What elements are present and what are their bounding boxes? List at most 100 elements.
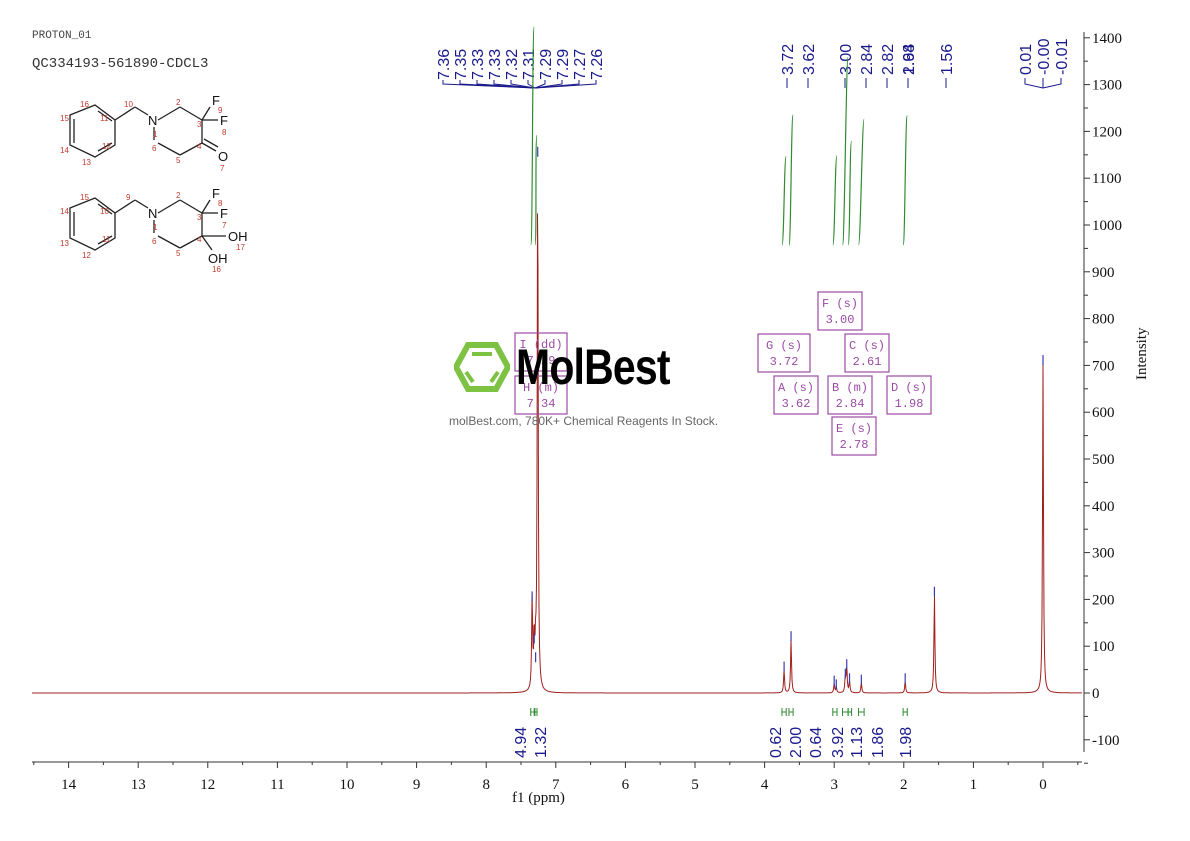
y-tick-label: 0 xyxy=(1092,686,1100,702)
svg-text:10: 10 xyxy=(100,207,109,216)
svg-text:12: 12 xyxy=(82,251,91,260)
y-tick-label: 1200 xyxy=(1092,124,1122,140)
x-tick-label: 2 xyxy=(900,777,908,793)
peak-label: 3.72 xyxy=(780,44,797,75)
svg-text:F: F xyxy=(220,206,228,221)
peak-label: 3.00 xyxy=(838,44,855,75)
svg-text:OH: OH xyxy=(208,251,228,266)
x-tick-label: 4 xyxy=(761,777,769,793)
integral-curve xyxy=(781,155,787,246)
integral-curve xyxy=(530,26,535,246)
multiplet-box xyxy=(817,291,863,331)
svg-text:3.62: 3.62 xyxy=(782,397,811,411)
peak-label: 2.64 xyxy=(901,44,918,75)
peak-label: 7.33 xyxy=(470,49,487,80)
x-tick-label: 6 xyxy=(622,777,630,793)
y-tick-label: 1100 xyxy=(1092,171,1121,187)
integral-curve xyxy=(857,118,865,246)
integral-value: 0.64 xyxy=(808,727,825,758)
svg-text:F (s): F (s) xyxy=(822,297,858,311)
y-tick-label: 1300 xyxy=(1092,78,1122,94)
integral-curve xyxy=(847,140,853,246)
integral-value: 3.92 xyxy=(830,727,847,758)
svg-text:15: 15 xyxy=(60,114,69,123)
svg-text:2.61: 2.61 xyxy=(853,355,882,369)
y-tick-label: -100 xyxy=(1092,733,1120,749)
svg-text:1: 1 xyxy=(153,130,158,139)
svg-text:8: 8 xyxy=(222,128,227,137)
peak-label: 3.62 xyxy=(801,44,818,75)
svg-text:E (s): E (s) xyxy=(836,422,872,436)
x-tick-label: 7 xyxy=(552,777,560,793)
svg-text:11: 11 xyxy=(102,235,111,244)
integral-curve xyxy=(841,56,849,246)
svg-text:O: O xyxy=(218,149,228,164)
svg-text:17: 17 xyxy=(236,243,245,252)
x-tick-label: 12 xyxy=(200,777,215,793)
svg-text:5: 5 xyxy=(176,156,181,165)
integral-curve xyxy=(534,134,538,246)
peak-label: 7.26 xyxy=(589,49,606,80)
svg-text:F: F xyxy=(212,95,220,108)
multiplet-box xyxy=(757,333,811,373)
svg-text:5: 5 xyxy=(176,249,181,258)
x-tick-label: 9 xyxy=(413,777,421,793)
y-tick-label: 100 xyxy=(1092,639,1115,655)
svg-text:9: 9 xyxy=(126,193,131,202)
peak-label: 7.29 xyxy=(555,49,572,80)
peak-label: 0.01 xyxy=(1018,44,1035,75)
benzene-logo-icon xyxy=(454,342,510,392)
multiplet-box xyxy=(514,332,568,372)
svg-text:2.78: 2.78 xyxy=(840,438,869,452)
multiplet-box xyxy=(514,375,568,415)
x-tick-label: 0 xyxy=(1039,777,1047,793)
svg-text:16: 16 xyxy=(80,100,89,109)
peak-label: 7.32 xyxy=(504,49,521,80)
svg-text:16: 16 xyxy=(212,265,221,274)
svg-text:6: 6 xyxy=(152,144,157,153)
svg-text:D (s): D (s) xyxy=(891,381,927,395)
svg-text:7: 7 xyxy=(220,164,225,173)
peak-label: 2.84 xyxy=(859,44,876,75)
svg-text:G (s): G (s) xyxy=(766,339,802,353)
svg-text:13: 13 xyxy=(82,158,91,167)
svg-text:7: 7 xyxy=(222,221,227,230)
svg-text:6: 6 xyxy=(152,237,157,246)
svg-text:10: 10 xyxy=(124,100,133,109)
svg-text:1: 1 xyxy=(153,223,158,232)
svg-text:14: 14 xyxy=(60,207,69,216)
svg-text:OH: OH xyxy=(228,229,248,244)
y-tick-label: 900 xyxy=(1092,265,1115,281)
y-tick-label: 400 xyxy=(1092,499,1115,515)
y-tick-label: 1000 xyxy=(1092,218,1122,234)
multiplet-box xyxy=(886,375,932,415)
svg-text:2.84: 2.84 xyxy=(836,397,865,411)
svg-text:H (m): H (m) xyxy=(523,381,559,395)
svg-text:11: 11 xyxy=(100,114,109,123)
peak-label: 2.82 xyxy=(880,44,897,75)
y-tick-label: 800 xyxy=(1092,312,1115,328)
integral-value: 1.13 xyxy=(849,727,866,758)
watermark-tagline: molBest.com, 780K+ Chemical Reagents In … xyxy=(449,414,719,428)
sample-id: QC334193-561890-CDCL3 xyxy=(32,56,209,72)
svg-text:4: 4 xyxy=(197,142,202,151)
peak-label: 7.35 xyxy=(453,49,470,80)
svg-text:14: 14 xyxy=(60,146,69,155)
x-tick-label: 14 xyxy=(61,777,77,793)
svg-text:N: N xyxy=(148,206,157,221)
peak-label: 7.33 xyxy=(487,49,504,80)
x-tick-label: 3 xyxy=(830,777,838,793)
multiplet-box xyxy=(844,333,890,373)
x-axis-label: f1 (ppm) xyxy=(512,790,565,806)
y-tick-label: 500 xyxy=(1092,452,1115,468)
integral-value: 1.86 xyxy=(870,727,887,758)
x-tick-label: 1 xyxy=(970,777,978,793)
peak-label: 7.31 xyxy=(521,49,538,80)
integral-curve xyxy=(832,155,838,246)
peak-label: 1.56 xyxy=(939,44,956,75)
x-tick-label: 11 xyxy=(270,777,284,793)
integral-value: 4.94 xyxy=(513,727,530,758)
multiplet-box xyxy=(827,375,873,415)
